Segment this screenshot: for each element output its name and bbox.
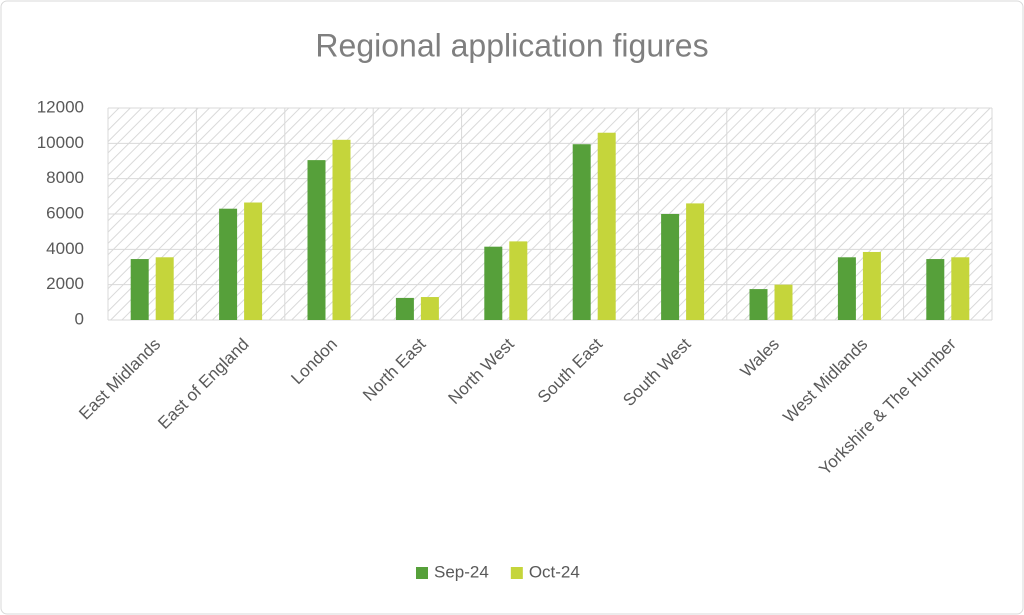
- y-tick-label: 6000: [46, 203, 84, 222]
- bar: [597, 132, 616, 320]
- bar: [219, 208, 238, 320]
- bar: [686, 203, 705, 320]
- legend-swatch: [510, 567, 523, 579]
- bar: [749, 289, 768, 320]
- y-tick-label: 12000: [37, 97, 84, 116]
- y-tick-label: 10000: [37, 133, 84, 152]
- y-tick-label: 2000: [46, 274, 84, 293]
- bar: [420, 297, 439, 320]
- bar: [509, 241, 528, 320]
- bar: [332, 139, 351, 320]
- bar: [862, 251, 881, 320]
- y-tick-label: 8000: [46, 168, 84, 187]
- bar: [661, 214, 680, 320]
- legend-label: Oct-24: [529, 562, 580, 581]
- bar: [244, 202, 263, 320]
- y-tick-label: 0: [75, 309, 84, 328]
- legend-label: Sep-24: [434, 562, 489, 581]
- chart-title: Regional application figures: [315, 27, 708, 63]
- bar: [130, 259, 149, 320]
- bar: [484, 246, 503, 320]
- bar: [774, 284, 793, 320]
- bar: [572, 144, 591, 320]
- bar: [307, 160, 326, 320]
- y-tick-label: 4000: [46, 239, 84, 258]
- legend-swatch: [416, 567, 428, 579]
- bar: [951, 257, 970, 320]
- bar: [395, 297, 414, 320]
- bar: [155, 257, 174, 320]
- bar: [837, 257, 856, 320]
- bar: [926, 259, 945, 320]
